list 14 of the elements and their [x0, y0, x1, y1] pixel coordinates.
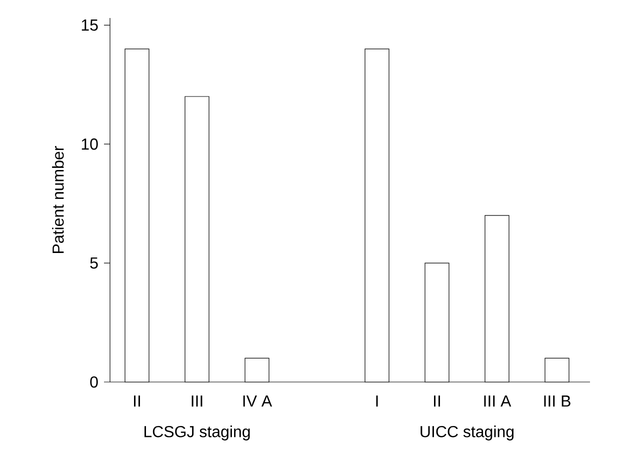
x-tick-label: II: [134, 396, 140, 407]
y-tick-label: 15: [82, 20, 98, 31]
x-tick-label: III A: [484, 396, 512, 407]
y-tick-label: 10: [82, 138, 98, 150]
y-tick-label: 5: [90, 257, 98, 269]
x-tick-label: I: [376, 396, 378, 407]
x-tick-label: III: [192, 396, 202, 407]
text: LCSGJ staging: [144, 426, 250, 440]
x-tick-label: IV A: [243, 396, 272, 407]
y-axis-title: Patient number: [52, 146, 64, 253]
x-tick-label: III B: [544, 396, 570, 407]
text: UICC staging: [420, 426, 514, 440]
y-tick-label: 0: [90, 376, 98, 388]
x-tick-label: II: [434, 396, 440, 407]
